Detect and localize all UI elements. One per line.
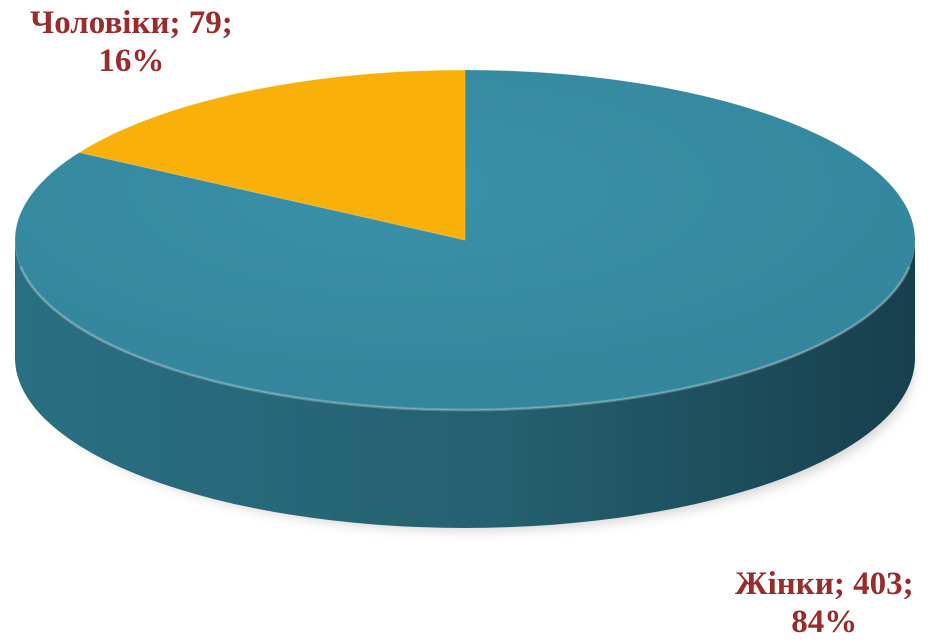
data-label-cholovik: Чоловіки; 79; 16%	[30, 4, 233, 80]
slice-side-Жінки	[15, 240, 915, 528]
data-label-cholovik-line1: Чоловіки; 79;	[30, 5, 233, 41]
pie-rim-highlight	[19, 266, 911, 412]
slice-top-Жінки	[14, 69, 916, 411]
data-label-zhinky: Жінки; 403; 84%	[735, 565, 914, 641]
data-label-zhinky-line2: 84%	[791, 604, 858, 640]
data-label-zhinky-line1: Жінки; 403;	[735, 566, 914, 602]
data-label-cholovik-line2: 16%	[98, 43, 165, 79]
slice-top-Чоловіки	[77, 69, 466, 241]
